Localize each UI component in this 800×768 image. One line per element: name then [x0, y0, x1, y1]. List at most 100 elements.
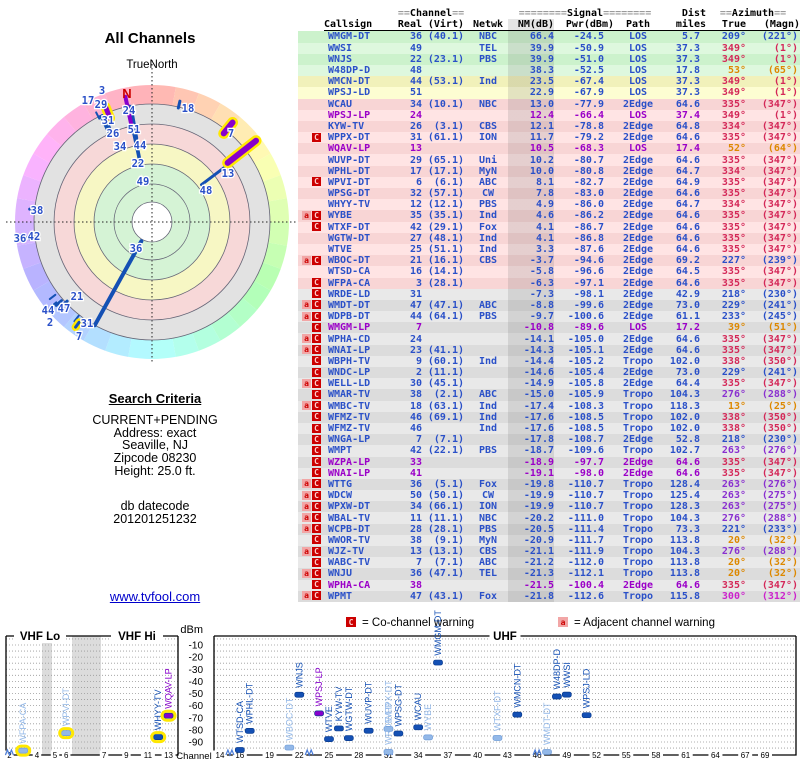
co-channel-warning-icon: C: [312, 580, 321, 590]
network-cell: ABC: [478, 176, 498, 188]
callsign-cell: WNGA-LP: [328, 434, 371, 446]
signal-point: [343, 735, 354, 741]
virtual-channel-cell: (53.1): [427, 76, 464, 88]
nm-db-cell: 7.8: [508, 188, 554, 200]
path-cell: 2Edge: [622, 176, 654, 188]
signal-point-label: WPSJ-LD: [582, 668, 592, 708]
warning-flags-cell: [298, 31, 324, 43]
magn-azimuth-cell: (347°): [761, 244, 798, 256]
path-cell: Tropo: [622, 389, 654, 401]
y-tick-label: -20: [189, 653, 204, 664]
miles-cell: 42.9: [675, 288, 700, 300]
nm-db-cell: 12.4: [508, 109, 554, 121]
callsign-cell: WPHA-CD: [328, 333, 371, 345]
station-row: C WMGM-LP 7 -10.8 -89.6 LOS 17.2 39° (51°): [298, 322, 800, 334]
signal-point-label: WBOC-DT: [284, 697, 294, 740]
virtual-channel-cell: (69.1): [427, 411, 464, 423]
virtual-channel-cell: (47.1): [427, 299, 464, 311]
signal-point: [561, 691, 572, 698]
radar-channel-label: 21: [71, 291, 84, 303]
x-tick-label: 13: [164, 751, 173, 760]
callsign-cell: WPMT: [328, 590, 353, 602]
pwr-dbm-cell: -86.2: [573, 210, 604, 222]
network-cell: CW: [481, 188, 495, 200]
station-row: WPSJ-LP 24 12.4 -66.4 LOS 37.4 349° (1°): [298, 109, 800, 121]
pwr-dbm-cell: -97.1: [573, 277, 604, 289]
radar-ring: [53, 123, 251, 321]
y-tick-label: -40: [189, 677, 204, 688]
adjacent-channel-warning-icon: a: [302, 255, 311, 265]
x-tick-label: 11: [144, 751, 153, 760]
station-row: WMGM-DT 36 (40.1) NBC 66.4 -24.5 LOS 5.7 209° (22…: [298, 30, 800, 43]
radar-channel-label: 7: [76, 331, 82, 343]
callsign-cell: WMGM-LP: [328, 322, 371, 334]
magn-azimuth-cell: (347°): [761, 154, 798, 166]
network-cell: Fox: [478, 478, 498, 490]
nm-db-cell: 39.9: [508, 53, 554, 65]
path-cell: Tropo: [622, 590, 654, 602]
pwr-dbm-cell: -97.7: [573, 456, 604, 468]
radar-spoke: [99, 114, 108, 131]
true-north-label: TrueNorth: [126, 59, 177, 71]
tvfool-link[interactable]: www.tvfool.com: [109, 589, 201, 604]
virtual-channel-cell: (64.1): [427, 311, 464, 323]
true-azimuth-cell: 334°: [721, 120, 746, 132]
callsign-cell: WMDT-DT: [328, 299, 371, 311]
path-cell: Tropo: [622, 523, 654, 535]
x-axis-title: Channel: [176, 751, 211, 762]
magn-azimuth-cell: (275°): [761, 501, 798, 513]
warning-flags-cell: C: [298, 412, 324, 423]
true-azimuth-cell: 349°: [721, 42, 746, 54]
path-cell: Tropo: [622, 423, 654, 435]
panel-border: [5, 636, 179, 756]
true-azimuth-cell: 300°: [721, 590, 746, 602]
callsign-cell: WTTG: [328, 478, 353, 490]
db-datecode-label: db datecode: [120, 499, 190, 513]
nm-db-cell: 4.9: [508, 199, 554, 211]
network-cell: [468, 468, 508, 479]
signal-point-label: WTXF-DT: [492, 690, 502, 731]
search-criteria-lines: CURRENT+PENDING Address: exact Seaville, N…: [15, 414, 295, 478]
radar-rainbow-sector: [105, 87, 132, 112]
band-label: VHF Lo: [20, 631, 60, 643]
magn-azimuth-cell: (347°): [761, 456, 798, 468]
nm-db-cell: 4.1: [508, 221, 554, 233]
pwr-dbm-cell: -79.2: [573, 132, 604, 144]
path-cell: Tropo: [622, 355, 654, 367]
co-channel-warning-icon: C: [312, 177, 321, 187]
adjacent-legend-letter: a: [561, 618, 566, 627]
miles-cell: 64.5: [675, 266, 700, 278]
callsign-cell: WPSJ-LP: [328, 109, 371, 121]
true-azimuth-cell: 335°: [721, 244, 746, 256]
station-row: WNJS 22 (23.1) PBS 39.9 -51.0 LOS 37.3 349° (1°): [298, 53, 800, 65]
virtual-channel-cell: (13.1): [427, 546, 464, 558]
miles-cell: 64.6: [675, 154, 700, 166]
nm-db-cell: -19.9: [508, 501, 554, 513]
adjacent-channel-warning-icon: a: [302, 501, 311, 511]
magn-azimuth-cell: (276°): [761, 478, 798, 490]
path-cell: 2Edge: [622, 299, 654, 311]
virtual-channel-cell: (3.1): [433, 120, 464, 132]
pwr-dbm-cell: -68.3: [573, 143, 604, 155]
true-azimuth-cell: 335°: [721, 176, 746, 188]
virtual-channel-cell: [422, 289, 468, 300]
radar-channel-label: 22: [132, 158, 145, 170]
true-azimuth-cell: 20°: [727, 534, 746, 546]
x-tick-bg: [470, 750, 485, 760]
warning-flags-cell: [298, 154, 324, 165]
offscale-marker: [225, 748, 235, 757]
x-tick-label: 6: [64, 751, 69, 760]
virtual-channel-cell: (11.1): [427, 512, 464, 524]
magn-azimuth-cell: (241°): [761, 299, 798, 311]
x-tick-label: 67: [741, 751, 750, 760]
callsign-cell: WMBC-TV: [328, 400, 371, 412]
table-header: ==Channel== ========Signal======== Dist …: [298, 8, 800, 32]
pwr-dbm-cell: -110.7: [567, 490, 604, 502]
adjacent-channel-warning-icon: a: [302, 300, 311, 310]
radar-channel-label: 3: [99, 85, 105, 97]
callsign-cell: WPXW-DT: [328, 501, 371, 513]
callsign-cell: WGTW-DT: [328, 232, 371, 244]
